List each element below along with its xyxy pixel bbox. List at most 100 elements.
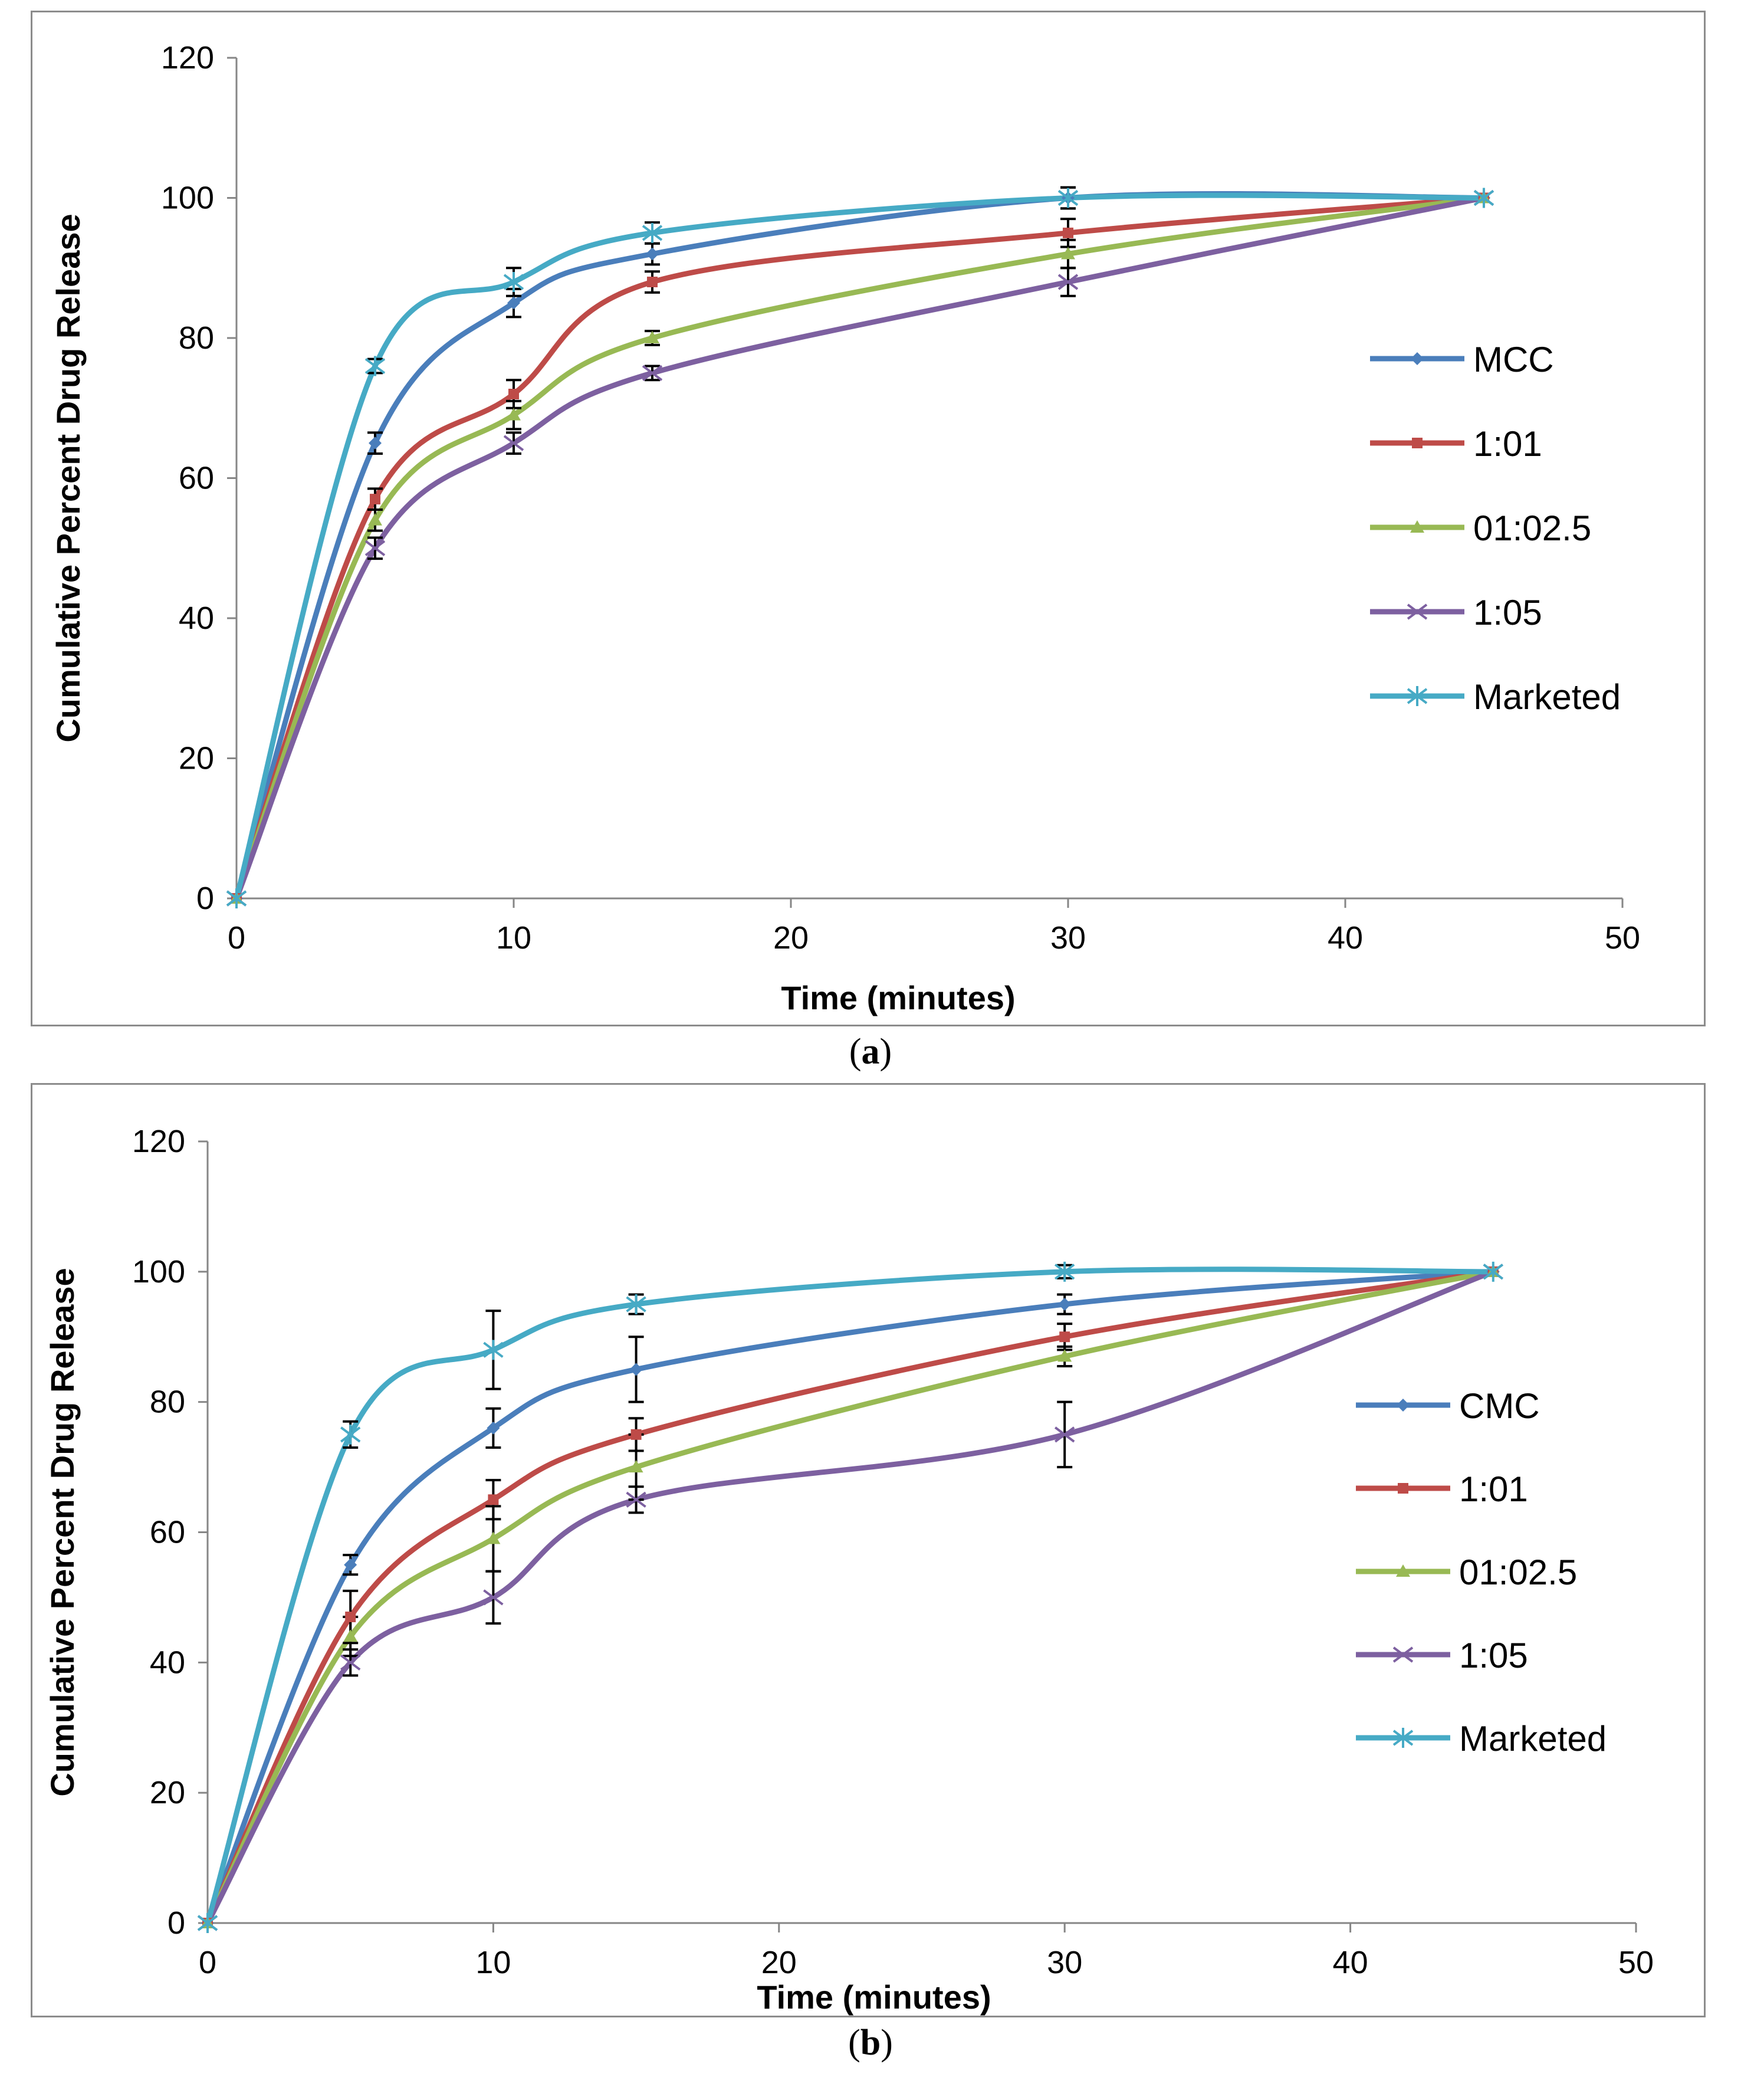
chart-b-point-3: [340, 1654, 361, 1671]
chart-b-point-0: [629, 1363, 643, 1376]
chart-a-point-1: [647, 277, 658, 287]
chart-b-y-tick-label: 80: [150, 1384, 185, 1420]
chart-b-error-bars: [343, 1264, 1073, 1677]
chart-a-x-tick-label: 50: [1605, 920, 1640, 956]
chart-a-legend-marker-4: [1407, 686, 1428, 706]
chart-b-legend-marker-4: [1392, 1728, 1414, 1748]
chart-a-point-0: [369, 437, 382, 450]
chart-a-point-0: [646, 247, 659, 261]
chart-a-point-4: [1057, 188, 1079, 208]
caption-b-open: (: [848, 2023, 860, 2063]
chart-a-markers: [226, 188, 1494, 908]
chart-b-point-0: [487, 1421, 500, 1435]
chart-a-y-tick-label: 20: [179, 741, 214, 776]
chart-b-point-2: [343, 1629, 358, 1642]
caption-a-open: (: [849, 1032, 862, 1072]
chart-a-point-2: [645, 331, 659, 343]
chart-b-legend-label-0: CMC: [1459, 1386, 1540, 1426]
chart-b-point-3: [626, 1491, 646, 1508]
caption-a: (a): [0, 1031, 1741, 1073]
chart-a-point-3: [503, 435, 524, 451]
chart-b-series-lines: [205, 1266, 1496, 1926]
chart-a-point-0: [507, 296, 520, 310]
chart-b-x-tick-label: 30: [1047, 1945, 1082, 1980]
chart-b-point-2: [629, 1460, 643, 1473]
chart-a-x-tick-label: 40: [1328, 920, 1363, 956]
chart-a-point-4: [642, 222, 663, 243]
chart-b-series-line-0: [205, 1269, 1496, 1926]
chart-a-legend-marker-2: [1410, 520, 1424, 533]
chart-a-svg: 0 20 40 60 80 100 120 0 10 20 30 40 50 Time (minutes)…: [50, 40, 1640, 1016]
chart-a-legend-marker-3: [1407, 603, 1428, 620]
chart-b-y-tick-label: 100: [132, 1254, 185, 1289]
chart-b-y-tick-label: 20: [150, 1775, 185, 1810]
chart-a-y-tick-label: 80: [179, 320, 214, 356]
caption-b-close: ): [881, 2023, 893, 2063]
chart-b-x-tick-label: 40: [1333, 1945, 1368, 1980]
chart-b-legend-marker-0: [1397, 1399, 1410, 1412]
chart-a-point-3: [642, 365, 663, 381]
chart-a-y-tick-label: 120: [161, 40, 214, 76]
caption-a-letter: a: [861, 1032, 880, 1072]
chart-b-point-3: [1055, 1426, 1075, 1443]
chart-b-point-3: [483, 1589, 504, 1606]
chart-b-point-1: [488, 1494, 499, 1505]
chart-b-y-tick-label: 120: [132, 1124, 185, 1159]
chart-panel-b: 0 20 40 60 80 100 120 0 10 20 30 40 50 Time (minutes)…: [31, 1083, 1706, 2017]
chart-a-point-2: [368, 513, 382, 526]
chart-b-point-1: [630, 1429, 642, 1440]
chart-a-series-lines: [234, 191, 1487, 901]
chart-b-point-2: [486, 1531, 501, 1544]
chart-b-legend-marker-1: [1398, 1483, 1408, 1494]
chart-a-point-3: [1057, 274, 1079, 290]
chart-b-y-tick-label: 60: [150, 1515, 185, 1550]
caption-b-letter: b: [860, 2023, 881, 2063]
chart-b-legend-label-3: 1:05: [1459, 1636, 1528, 1675]
chart-a-point-3: [364, 540, 386, 556]
chart-b-series-line-2: [205, 1269, 1496, 1926]
chart-a-point-2: [1061, 247, 1075, 260]
chart-b-point-2: [1057, 1349, 1072, 1362]
chart-a-legend-label-3: 1:05: [1473, 593, 1542, 632]
chart-a-point-4: [1473, 188, 1494, 208]
chart-b-x-tick-label: 20: [761, 1945, 797, 1980]
chart-panel-a: 0 20 40 60 80 100 120 0 10 20 30 40 50 Time (minutes)…: [31, 11, 1706, 1026]
chart-b-y-axis-title: Cumulative Percent Drug Release: [44, 1268, 81, 1796]
chart-b-y-tick-label: 40: [150, 1645, 185, 1680]
chart-b-point-0: [1058, 1298, 1072, 1311]
chart-b-legend-marker-2: [1396, 1564, 1410, 1577]
chart-a-series-line-2: [234, 195, 1487, 901]
chart-a-x-tick-label: 0: [228, 920, 245, 956]
chart-a-legend: MCC 1:01 01:02.5 1:05 Marketed: [1370, 340, 1621, 717]
chart-b-markers: [197, 1261, 1503, 1933]
chart-b-y-tick-label: 0: [167, 1905, 185, 1941]
chart-b-series-line-1: [205, 1269, 1496, 1926]
caption-b: (b): [0, 2022, 1741, 2064]
chart-b-svg: 0 20 40 60 80 100 120 0 10 20 30 40 50 Time (minutes)…: [44, 1124, 1654, 2016]
chart-a-legend-label-2: 01:02.5: [1473, 508, 1591, 548]
chart-b-point-1: [1059, 1331, 1070, 1343]
chart-b-point-4: [626, 1294, 646, 1315]
chart-b-point-0: [344, 1558, 357, 1571]
chart-a-y-tick-label: 0: [196, 881, 214, 916]
chart-b-legend-label-4: Marketed: [1459, 1719, 1607, 1758]
chart-b-point-4: [197, 1913, 218, 1933]
chart-b-legend-marker-3: [1392, 1646, 1414, 1663]
chart-a-x-tick-label: 20: [773, 920, 809, 956]
chart-a-y-tick-label: 100: [161, 181, 214, 216]
chart-a-series-line-4: [234, 192, 1487, 901]
chart-b-legend: CMC 1:01 01:02.5 1:05 Marketed: [1356, 1386, 1607, 1758]
chart-a-point-4: [503, 272, 524, 292]
chart-a-axes: 0 20 40 60 80 100 120 0 10 20 30 40 50 Time (minutes)…: [50, 40, 1640, 1016]
chart-b-legend-label-1: 1:01: [1459, 1469, 1528, 1509]
chart-b-point-1: [345, 1612, 356, 1623]
chart-a-series-line-1: [234, 195, 1487, 901]
chart-a-series-line-3: [234, 195, 1487, 901]
chart-a-y-axis-title: Cumulative Percent Drug Release: [50, 214, 87, 742]
chart-a-legend-label-1: 1:01: [1473, 424, 1542, 464]
chart-b-x-axis-title: Time (minutes): [757, 1978, 991, 2016]
chart-a-legend-label-0: MCC: [1473, 340, 1554, 379]
chart-b-series-line-3: [205, 1269, 1496, 1926]
chart-a-x-axis-title: Time (minutes): [781, 979, 1015, 1016]
chart-a-y-tick-label: 60: [179, 461, 214, 496]
